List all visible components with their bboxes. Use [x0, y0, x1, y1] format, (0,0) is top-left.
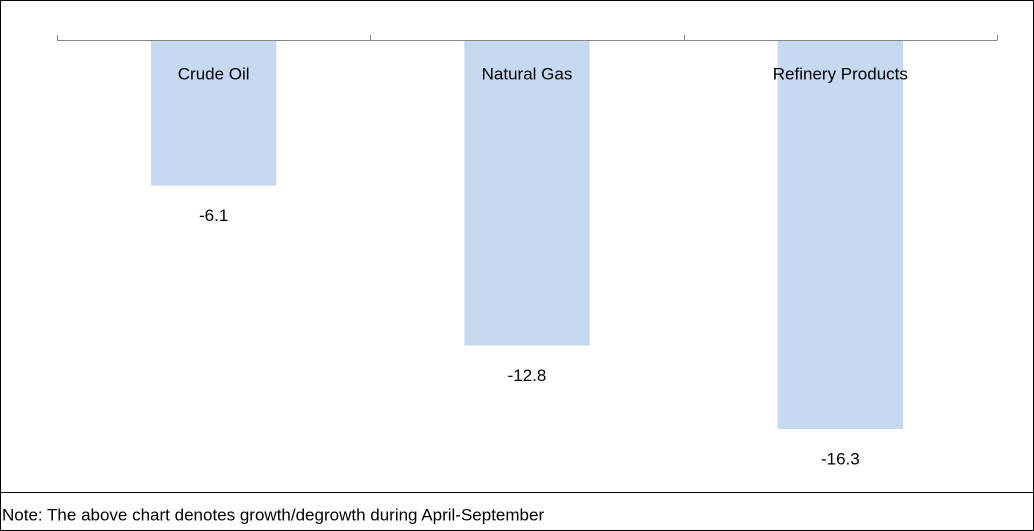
data-label: -12.8 [508, 366, 547, 385]
bar [151, 40, 277, 186]
x-tick-label: Crude Oil [178, 64, 250, 83]
x-tick-label: Natural Gas [482, 64, 573, 83]
data-label: -16.3 [821, 449, 860, 468]
bar [464, 40, 590, 346]
bar [777, 40, 903, 429]
x-tick-label: Refinery Products [773, 64, 908, 83]
note: Note: The above chart denotes growth/deg… [2, 505, 544, 524]
data-label: -6.1 [199, 206, 228, 225]
